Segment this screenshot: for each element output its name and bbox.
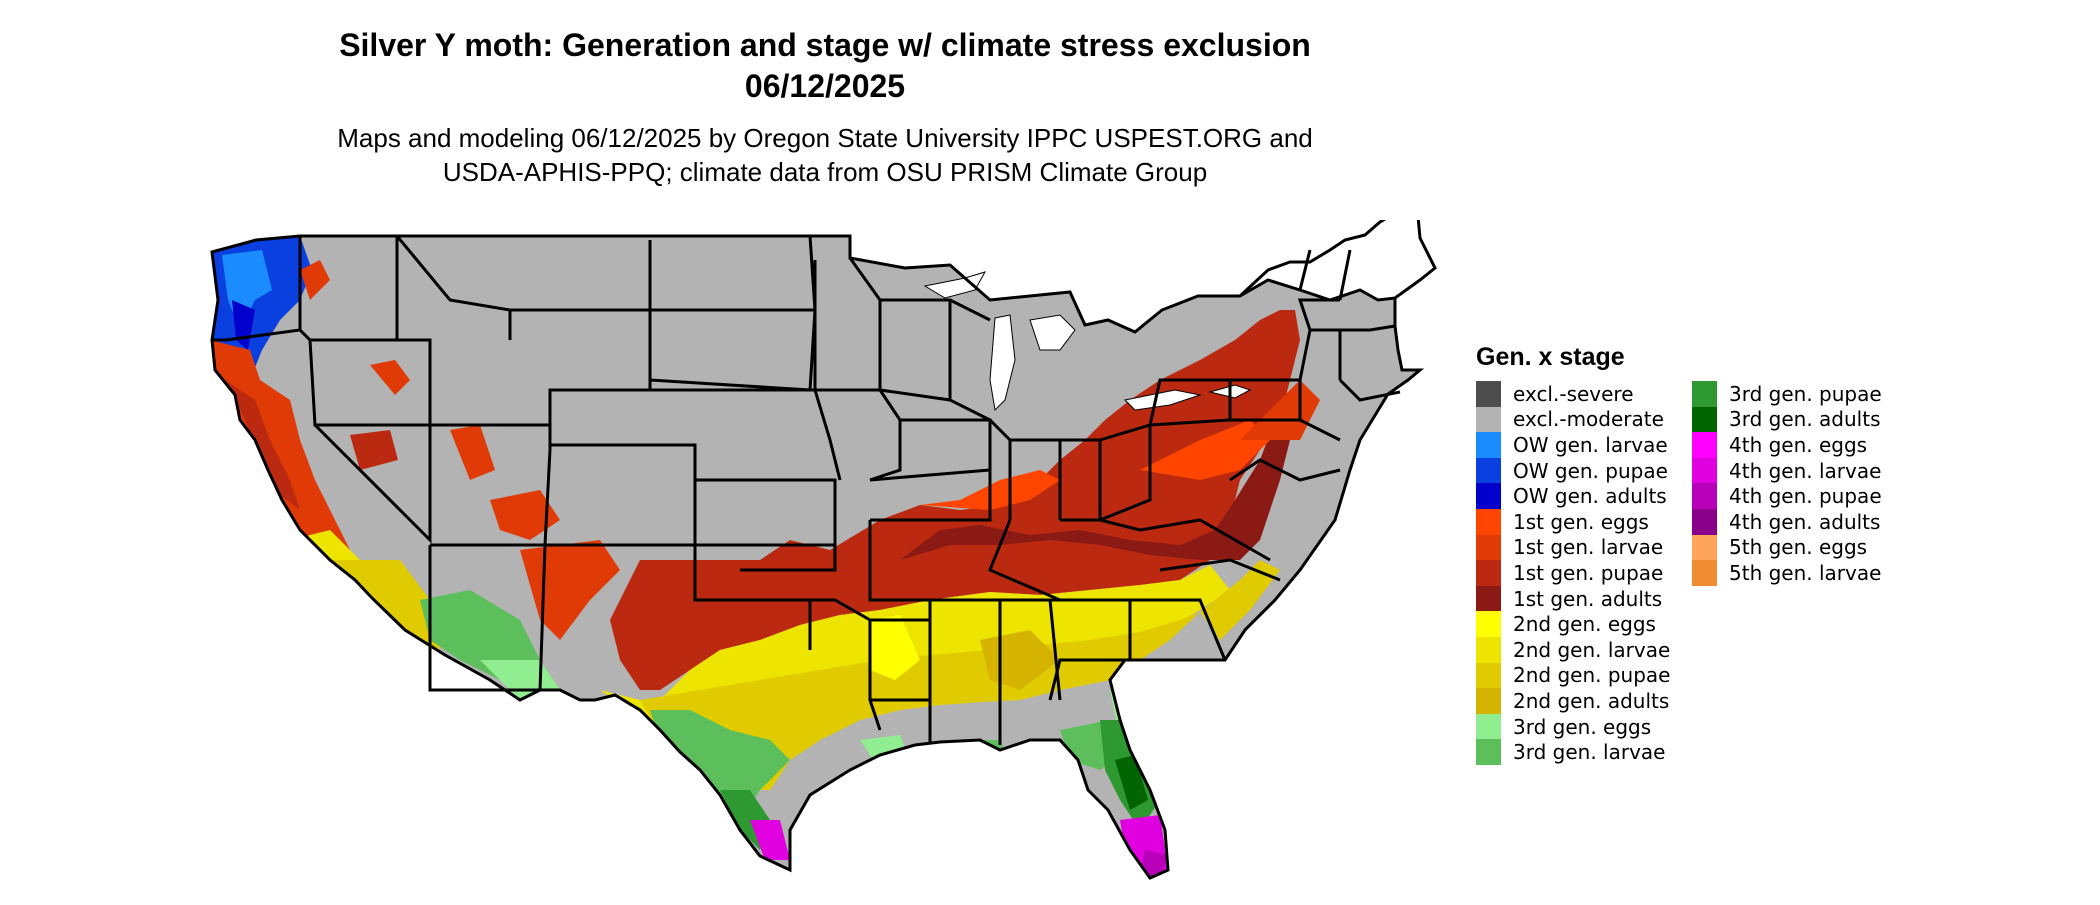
legend-label: 3rd gen. pupae <box>1729 381 1882 406</box>
legend-label: OW gen. adults <box>1513 484 1667 509</box>
legend-item: OW gen. pupae <box>1476 457 1668 484</box>
legend-item: 2nd gen. adults <box>1476 688 1669 714</box>
legend-swatch <box>1476 509 1501 535</box>
legend-label: excl.-moderate <box>1513 407 1664 432</box>
legend-swatch <box>1476 432 1501 458</box>
legend-label: 1st gen. eggs <box>1513 509 1649 534</box>
stage-fill-layer <box>212 236 1420 878</box>
legend-label: 4th gen. larvae <box>1729 458 1882 483</box>
legend-item: 5th gen. eggs <box>1692 534 1868 561</box>
legend-swatch <box>1692 381 1717 407</box>
legend-swatch <box>1692 560 1717 586</box>
legend-item: 3rd gen. eggs <box>1476 713 1652 740</box>
legend-label: 5th gen. larvae <box>1729 560 1882 585</box>
legend-swatch <box>1476 406 1501 433</box>
legend-title: Gen. x stage <box>1476 343 1625 371</box>
subtitle-line-1: Maps and modeling 06/12/2025 by Oregon S… <box>337 123 1313 153</box>
us-map <box>200 208 1480 900</box>
title-line-1: Silver Y moth: Generation and stage w/ c… <box>339 27 1311 63</box>
legend-item: 2nd gen. pupae <box>1476 662 1671 689</box>
legend-item: excl.-severe <box>1476 381 1634 407</box>
legend-label: 1st gen. adults <box>1513 586 1663 611</box>
legend-item: 1st gen. adults <box>1476 585 1663 612</box>
legend-item: OW gen. larvae <box>1476 432 1668 458</box>
legend-label: OW gen. larvae <box>1513 432 1668 457</box>
legend-swatch <box>1692 534 1717 561</box>
legend-label: 2nd gen. eggs <box>1513 612 1656 637</box>
legend-item: 2nd gen. eggs <box>1476 611 1656 637</box>
legend-swatch <box>1692 457 1717 484</box>
legend-label: 2nd gen. pupae <box>1513 663 1671 688</box>
subtitle-line-2: USDA-APHIS-PPQ; climate data from OSU PR… <box>442 157 1208 187</box>
legend-label: 3rd gen. eggs <box>1513 714 1652 739</box>
legend-swatch <box>1476 457 1501 484</box>
legend-item: 4th gen. larvae <box>1692 457 1882 484</box>
legend-item: 2nd gen. larvae <box>1476 637 1670 663</box>
legend-item: 1st gen. pupae <box>1476 560 1663 586</box>
legend-label: excl.-severe <box>1513 381 1634 406</box>
legend-item: 5th gen. larvae <box>1692 560 1881 586</box>
legend-label: OW gen. pupae <box>1513 458 1668 483</box>
legend-item: 3rd gen. pupae <box>1692 381 1882 407</box>
legend-swatch <box>1692 483 1717 509</box>
legend-item: 3rd gen. larvae <box>1476 739 1665 765</box>
legend-swatch <box>1476 611 1501 637</box>
legend-label: 2nd gen. larvae <box>1513 637 1671 662</box>
legend-item: OW gen. adults <box>1476 483 1667 509</box>
legend-item: 4th gen. eggs <box>1692 432 1867 458</box>
map-svg <box>210 208 1437 880</box>
legend-label: 4th gen. pupae <box>1729 484 1882 509</box>
legend-label: 1st gen. pupae <box>1513 560 1664 585</box>
legend-item: 4th gen. adults <box>1692 509 1880 535</box>
legend-swatch <box>1692 406 1717 433</box>
legend-label: 4th gen. eggs <box>1729 432 1868 457</box>
legend-swatch <box>1476 637 1501 663</box>
state-borders <box>210 208 1437 880</box>
legend-label: 1st gen. larvae <box>1513 535 1664 560</box>
legend-swatch <box>1692 432 1717 458</box>
legend-item: excl.-moderate <box>1476 406 1664 433</box>
legend-swatch <box>1476 713 1501 740</box>
legend-swatch <box>1476 662 1501 689</box>
legend-swatch <box>1476 381 1501 407</box>
title-date: 06/12/2025 <box>744 68 906 104</box>
legend-label: 2nd gen. adults <box>1513 688 1670 713</box>
legend-label: 4th gen. adults <box>1729 509 1881 534</box>
legend-swatch <box>1692 509 1717 535</box>
legend-label: 3rd gen. larvae <box>1513 740 1666 765</box>
legend-label: 5th gen. eggs <box>1729 535 1868 560</box>
legend-swatch <box>1476 688 1501 714</box>
legend-swatch <box>1476 560 1501 586</box>
legend-swatch <box>1476 534 1501 561</box>
legend-swatch <box>1476 585 1501 612</box>
legend-label: 3rd gen. adults <box>1729 407 1881 432</box>
legend-swatch <box>1476 739 1501 765</box>
legend-swatch <box>1476 483 1501 509</box>
legend-item: 1st gen. eggs <box>1476 509 1649 535</box>
legend-item: 3rd gen. adults <box>1692 406 1881 433</box>
great-lakes <box>923 271 1252 412</box>
legend-item: 1st gen. larvae <box>1476 534 1664 561</box>
legend-item: 4th gen. pupae <box>1692 483 1882 509</box>
